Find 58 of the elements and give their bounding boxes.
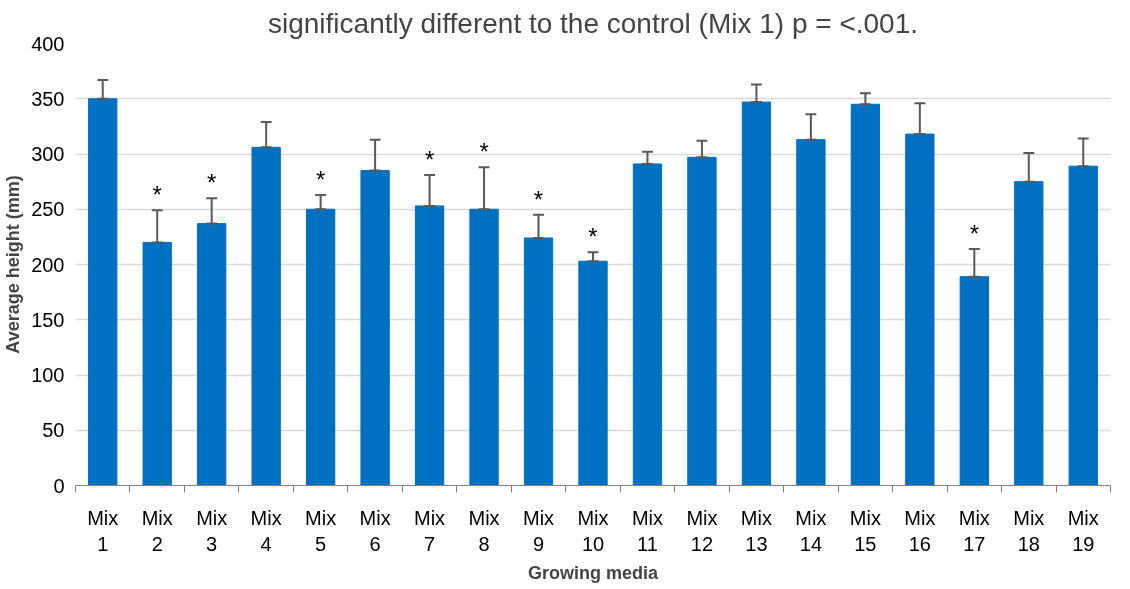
annotation: * <box>207 169 217 197</box>
y-tick-label: 250 <box>31 198 65 221</box>
annotation: * <box>152 181 162 209</box>
y-axis-title: Average height (mm) <box>3 175 24 354</box>
annotation: * <box>969 220 979 248</box>
y-tick-label: 300 <box>31 143 65 165</box>
bar <box>959 276 989 486</box>
x-tick-label: Mix 13 <box>740 506 772 555</box>
y-tick-label: 50 <box>42 419 65 442</box>
x-tick-label: Mix 11 <box>631 506 664 555</box>
bar <box>251 146 281 486</box>
x-tick-label: Mix 3 <box>196 506 228 555</box>
x-axis-title: Growing media <box>527 562 659 583</box>
x-tick-label: Mix 5 <box>305 506 337 555</box>
y-tick-label: 400 <box>31 32 65 55</box>
y-tick-label: 150 <box>31 308 65 331</box>
bar <box>905 133 935 486</box>
x-tick-label: Mix 10 <box>577 506 609 555</box>
bar <box>632 163 663 486</box>
bar <box>305 208 336 486</box>
bar <box>850 103 881 486</box>
bar <box>687 156 717 486</box>
x-tick-label: Mix 2 <box>141 506 173 555</box>
y-tick-label: 100 <box>31 364 65 386</box>
x-tick-label: Mix 16 <box>904 506 936 555</box>
x-tick-label: Mix 6 <box>359 506 391 555</box>
bar <box>414 205 445 486</box>
x-tick-label: Mix 12 <box>686 506 718 555</box>
y-tick-label: 0 <box>53 474 65 497</box>
bar <box>796 139 826 486</box>
x-tick-label: Mix 17 <box>958 506 990 555</box>
x-tick-label: Mix 9 <box>522 506 555 555</box>
x-tick-label: Mix 8 <box>468 506 500 555</box>
bar <box>578 260 608 486</box>
x-tick-label: Mix 15 <box>849 506 881 555</box>
y-tick-label: 350 <box>31 87 65 110</box>
x-tick-label: Mix 7 <box>414 506 446 555</box>
annotation: * <box>479 138 489 166</box>
x-tick-label: Mix 1 <box>87 506 119 555</box>
chart-title: significantly different to the control (Mix 1) p = <.001. <box>267 7 919 39</box>
x-tick-label: Mix 14 <box>795 506 827 555</box>
bar <box>741 101 772 486</box>
annotation: * <box>533 185 544 213</box>
y-tick-label: 200 <box>31 253 65 276</box>
bar <box>142 241 172 486</box>
bar <box>1068 165 1098 486</box>
bar <box>197 223 227 486</box>
bar <box>88 98 118 486</box>
x-tick-label: Mix 19 <box>1067 506 1099 555</box>
annotation: * <box>315 165 326 193</box>
bar <box>469 208 499 486</box>
bar <box>360 170 390 486</box>
annotation: * <box>424 145 435 173</box>
x-tick-label: Mix 18 <box>1013 506 1045 555</box>
annotation: * <box>588 223 598 251</box>
bar <box>1014 181 1044 486</box>
x-tick-label: Mix 4 <box>250 506 282 555</box>
bar <box>523 237 554 486</box>
